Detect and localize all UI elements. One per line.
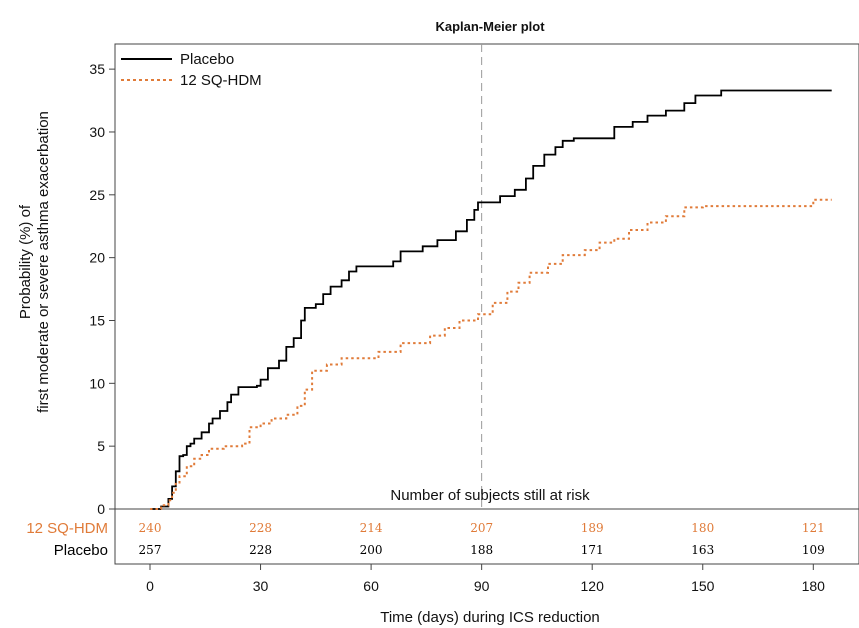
risk-value: 200 — [360, 543, 383, 557]
x-tick-label: 0 — [146, 578, 154, 594]
series-line-sq-hdm — [150, 198, 832, 510]
risk-table: 12 SQ-HDM 240 228 214 207 189 180 121 Placebo 257… — [26, 520, 824, 559]
series-group — [150, 89, 832, 510]
y-tick-label: 35 — [89, 61, 105, 77]
x-axis-label: Time (days) during ICS reduction — [380, 609, 600, 626]
x-tick-label: 120 — [581, 578, 605, 594]
risk-row-label: 12 SQ-HDM — [26, 520, 108, 537]
x-tick-label: 30 — [253, 578, 269, 594]
y-axis: 0 5 10 15 20 25 30 35 — [89, 61, 115, 517]
plot-frame — [114, 43, 859, 565]
y-tick-label: 5 — [97, 438, 105, 454]
y-tick-label: 20 — [89, 250, 105, 266]
risk-value: 214 — [360, 521, 383, 535]
risk-value: 163 — [691, 543, 714, 557]
risk-value: 228 — [249, 543, 272, 557]
legend-label-sq-hdm: 12 SQ-HDM — [180, 72, 262, 89]
legend: Placebo 12 SQ-HDM — [121, 51, 262, 89]
risk-value: 228 — [249, 521, 272, 535]
y-tick-label: 10 — [89, 375, 105, 391]
y-tick-label: 15 — [89, 312, 105, 328]
risk-value: 121 — [802, 521, 825, 535]
risk-value: 188 — [470, 543, 493, 557]
risk-value: 207 — [470, 521, 493, 535]
risk-value: 257 — [139, 543, 162, 557]
legend-label-placebo: Placebo — [180, 51, 234, 68]
x-axis: 0 30 60 90 120 150 180 — [146, 564, 825, 594]
y-tick-label: 25 — [89, 187, 105, 203]
x-tick-label: 90 — [474, 578, 490, 594]
risk-value: 240 — [139, 521, 162, 535]
y-axis-label-line1: Probability (%) of — [17, 204, 34, 319]
x-tick-label: 150 — [691, 578, 715, 594]
risk-value: 171 — [581, 543, 604, 557]
risk-value: 180 — [691, 521, 714, 535]
y-tick-label: 0 — [97, 501, 105, 517]
y-axis-label-line2: first moderate or severe asthma exacerba… — [35, 111, 52, 413]
x-tick-label: 180 — [802, 578, 826, 594]
chart-title: Kaplan-Meier plot — [435, 19, 545, 34]
risk-row-label: Placebo — [54, 542, 108, 559]
x-tick-label: 60 — [363, 578, 379, 594]
risk-value: 189 — [581, 521, 604, 535]
risk-table-title: Number of subjects still at risk — [390, 487, 590, 504]
risk-value: 109 — [802, 543, 825, 557]
y-tick-label: 30 — [89, 124, 105, 140]
series-line-placebo — [150, 89, 832, 510]
